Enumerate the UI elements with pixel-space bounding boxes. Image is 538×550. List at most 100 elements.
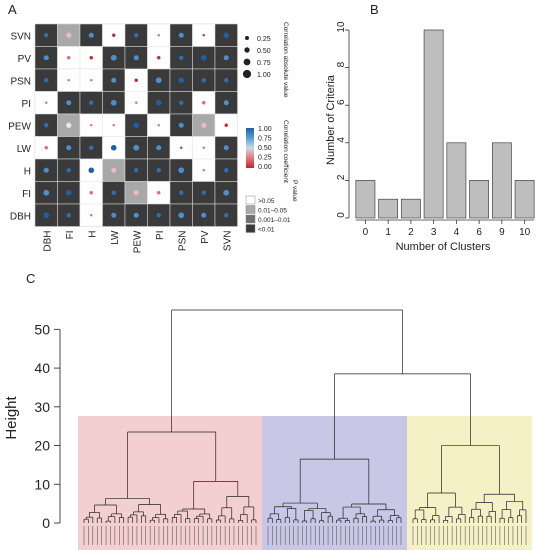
heatmap-dot-PI-PSN (179, 100, 184, 105)
heatmap-row-labels: SVN PV PSN PI PEW LW H FI DBH (8, 31, 31, 222)
heatmap-dot-PV-DBH (43, 55, 49, 61)
size-legend-label-2: 0.75 (257, 60, 271, 67)
bar-4 (446, 142, 467, 219)
heatmap-dot-SVN-H (88, 32, 94, 38)
heatmap-dot-PI-PI (155, 99, 162, 106)
column-label-PEW: PEW (132, 230, 143, 253)
p-legend-swatch-2 (245, 214, 256, 224)
p-legend-swatch-3 (245, 224, 256, 233)
heatmap-dot-PSN-SVN (224, 78, 229, 83)
size-legend-dot-3 (242, 69, 252, 79)
dendro-y-tick-label-1: 10 (34, 476, 50, 492)
heatmap-dot-H-PI (156, 168, 161, 173)
heatmap-dot-PSN-LW (111, 77, 117, 83)
bar-6 (469, 180, 490, 219)
heatmap-dot-PV-PI (157, 56, 161, 60)
p-legend-label-0: >0.05 (258, 198, 275, 205)
size-legend-title: Correlation absolute value (282, 22, 289, 98)
heatmap-column-labels: DBH FI H LW PEW PI PSN PV SVN (42, 230, 233, 253)
correlation-heatmap: SVN PV PSN PI PEW LW H FI DBH DBH FI H LW PEW PI PSN PV… (8, 22, 298, 253)
heatmap-dot-SVN-DBH (44, 33, 49, 38)
heatmap-dot-DBH-SVN (224, 213, 229, 218)
heatmap-dot-PSN-DBH (44, 78, 49, 83)
heatmap-dot-PV-FI (67, 56, 71, 60)
bar-9 (491, 142, 512, 219)
heatmap-dot-PEW-DBH (44, 123, 49, 128)
heatmap-dot-LW-PSN (180, 146, 183, 149)
heatmap-dot-SVN-PSN (178, 32, 184, 38)
heatmap-dot-PEW-SVN (224, 123, 228, 127)
heatmap-dot-H-LW (111, 167, 117, 173)
dendro-y-tick-label-5: 50 (34, 321, 50, 337)
heatmap-dot-DBH-PV (201, 212, 207, 218)
bar-0 (355, 180, 376, 219)
heatmap-dot-PEW-PEW (133, 122, 140, 129)
heatmap-dot-LW-H (89, 145, 94, 150)
heatmap-dot-FI-LW (111, 190, 116, 195)
p-legend-label-1: 0.01–0.05 (258, 208, 287, 215)
heatmap-dot-DBH-PI (156, 213, 161, 218)
column-label-DBH: DBH (42, 231, 53, 252)
heatmap-dot-PEW-H (90, 124, 93, 127)
heatmap-dot-SVN-PI (157, 34, 160, 37)
heatmap-dots (43, 32, 230, 219)
bar-1 (378, 198, 399, 219)
heatmap-dot-LW-SVN (223, 145, 229, 151)
cluster-rect-1 (78, 416, 262, 550)
heatmap-dot-PV-H (89, 56, 93, 60)
size-legend-dot-0 (245, 36, 249, 40)
heatmap-dot-PEW-PI (157, 124, 160, 127)
heatmap-dot-H-FI (66, 168, 71, 173)
color-legend-title: Correlation coefficient (282, 120, 289, 183)
x-tick-label-1: 1 (385, 227, 391, 238)
heatmap-dot-PI-PV (202, 101, 206, 105)
panel-label-a: A (8, 2, 17, 17)
heatmap-dot-LW-FI (66, 145, 72, 151)
heatmap-dot-H-DBH (43, 167, 49, 173)
heatmap-dot-PEW-PSN (178, 122, 184, 128)
heatmap-dot-PEW-LW (112, 124, 115, 127)
heatmap-dot-PI-PEW (135, 101, 138, 104)
y-tick-label-3: 6 (336, 99, 347, 105)
dendro-y-tick-label-0: 0 (42, 515, 50, 531)
y-tick-label-1: 2 (336, 174, 347, 180)
heatmap-dot-FI-H (89, 191, 93, 195)
heatmap-dot-PSN-H (90, 79, 93, 82)
column-label-PSN: PSN (177, 231, 188, 252)
heatmap-dot-PV-PEW (133, 55, 139, 61)
heatmap-dot-FI-PSN (179, 190, 184, 195)
row-label-FI: FI (22, 189, 31, 200)
heatmap-dot-DBH-PSN (178, 212, 185, 219)
p-legend-label-3: <0.01 (258, 227, 275, 234)
heatmap-dot-PV-PSN (179, 55, 184, 60)
heatmap-dot-FI-SVN (223, 189, 230, 196)
heatmap-dot-H-PSN (178, 167, 185, 174)
heatmap-dot-FI-FI (65, 189, 72, 196)
row-label-PI: PI (22, 99, 31, 110)
heatmap-dot-LW-PI (156, 145, 162, 151)
heatmap-dot-FI-PV (201, 190, 206, 195)
y-axis-title: Number of Criteria (325, 74, 337, 165)
heatmap-dot-H-SVN (224, 168, 229, 173)
heatmap-dot-LW-PEW (133, 144, 140, 151)
y-tick-label-4: 8 (336, 61, 347, 67)
heatmap-dot-FI-PI (157, 191, 161, 195)
row-label-DBH: DBH (10, 211, 31, 222)
dendrogram-leaf-labels (83, 526, 527, 545)
heatmap-dot-FI-DBH (43, 189, 50, 196)
row-label-PEW: PEW (8, 121, 31, 132)
heatmap-dot-PV-PV (200, 54, 207, 61)
heatmap-dot-PEW-PV (201, 122, 207, 128)
row-label-PV: PV (18, 54, 32, 65)
column-label-SVN: SVN (222, 231, 233, 252)
heatmap-dot-PI-SVN (223, 100, 229, 106)
heatmap-dot-PSN-PEW (134, 78, 138, 82)
heatmap-dot-DBH-DBH (43, 212, 50, 219)
column-label-PV: PV (200, 230, 211, 244)
color-legend-bar (246, 128, 254, 168)
heatmap-dot-PEW-FI (66, 122, 72, 128)
heatmap-dot-SVN-PV (202, 34, 205, 37)
heatmap-dot-LW-PV (202, 146, 205, 149)
dendrogram-axis: 0 10 20 30 40 50 Height (3, 321, 61, 531)
size-legend-label-3: 1.00 (257, 72, 271, 79)
